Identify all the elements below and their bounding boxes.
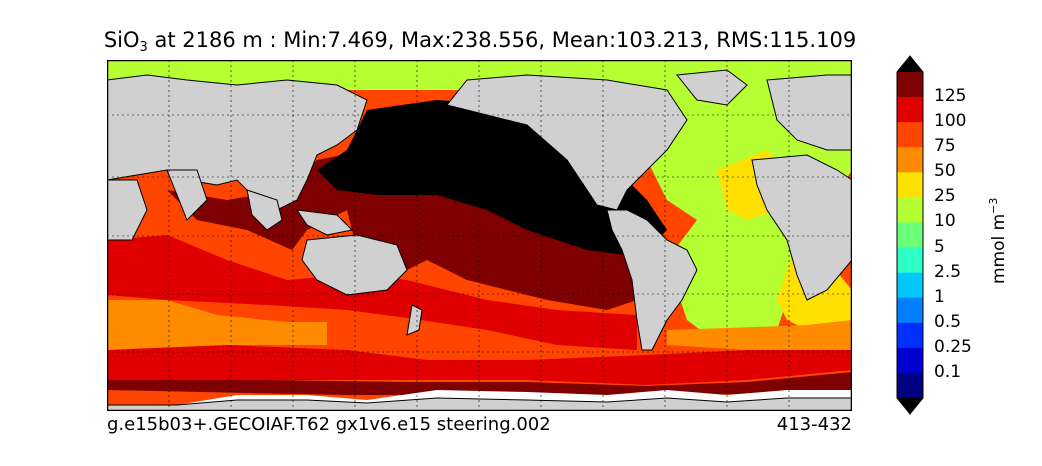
colorbar-segment bbox=[897, 147, 923, 173]
colorbar-segment bbox=[897, 172, 923, 198]
colorbar-segment bbox=[897, 297, 923, 324]
colorbar bbox=[896, 55, 924, 415]
colorbar-tick-label: 5 bbox=[934, 236, 945, 257]
ocean-map bbox=[107, 60, 852, 411]
atlantic-50-zone bbox=[667, 320, 852, 350]
ocean-125-zone bbox=[167, 150, 637, 310]
colorbar-tick-label: 1 bbox=[934, 286, 945, 307]
southern-125-zone bbox=[107, 372, 852, 395]
colorbar-segment bbox=[897, 197, 923, 223]
colorbar-segment bbox=[897, 97, 923, 123]
colorbar-tick-label: 50 bbox=[934, 161, 956, 182]
colorbar-tick-label: 125 bbox=[934, 86, 967, 107]
colorbar-frame bbox=[896, 55, 924, 415]
colorbar-segment bbox=[897, 347, 923, 374]
land-masses bbox=[107, 69, 852, 351]
colorbar-segment bbox=[897, 272, 923, 299]
colorbar-tick-label: 10 bbox=[934, 211, 956, 232]
colorbar-tick-label: 0.5 bbox=[934, 311, 962, 332]
ocean-50-zone-sw bbox=[107, 300, 327, 350]
colorbar-segment bbox=[897, 247, 923, 274]
map-title: SiO3 at 2186 m : Min:7.469, Max:238.556,… bbox=[103, 28, 857, 55]
colorbar-tick-label: 100 bbox=[934, 111, 967, 132]
map-frame bbox=[107, 60, 852, 411]
colorbar-tick-label: 75 bbox=[934, 136, 956, 157]
colorbar-over-arrow bbox=[897, 56, 923, 72]
colorbar-segment bbox=[897, 122, 923, 148]
colorbar-tick-label: 25 bbox=[934, 186, 956, 207]
colorbar-tick-label: 2.5 bbox=[934, 261, 962, 282]
colorbar-tick-label: 0.1 bbox=[934, 361, 962, 382]
colorbar-segment bbox=[897, 222, 923, 249]
colorbar-segment bbox=[897, 372, 923, 399]
graticule bbox=[107, 60, 852, 411]
caption-left: g.e15b03+.GECOIAF.T62 gx1v6.e15 steering… bbox=[107, 414, 551, 435]
ocean-100-zone bbox=[107, 235, 637, 350]
colorbar-unit: mmol m−3 bbox=[987, 197, 1009, 285]
caption-right: 413-432 bbox=[776, 414, 852, 435]
colorbar-segment bbox=[897, 322, 923, 349]
colorbar-tick-label: 0.25 bbox=[934, 336, 972, 357]
colorbar-under-arrow bbox=[897, 398, 923, 414]
colorbar-segment bbox=[897, 72, 923, 98]
